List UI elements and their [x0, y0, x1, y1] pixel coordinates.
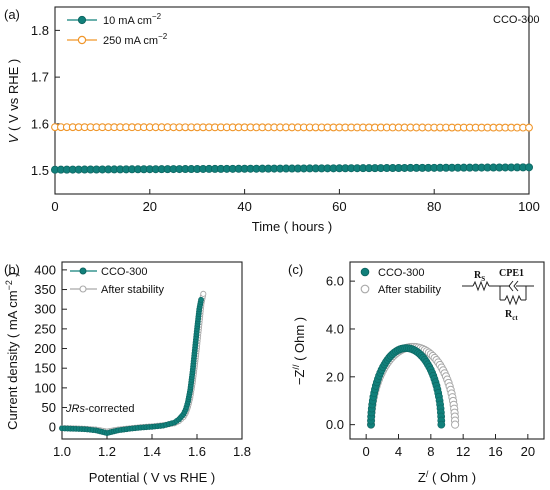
panel-a-xtick-label-4: 80 — [427, 199, 441, 214]
panel-b-xtick-label-0: 1.0 — [53, 444, 71, 459]
panel-b-label: (b) — [4, 262, 20, 277]
panel-a-ytick-label-2: 1.7 — [31, 70, 49, 85]
legend-cco300-marker — [79, 267, 87, 275]
panel-c: (c) 0 4 8 12 16 20 0.0 2.0 4.0 6.0 CCO-300 After … — [288, 261, 545, 485]
rs-label: RS — [474, 270, 485, 283]
panel-c-legend: CCO-300 After stability — [360, 267, 441, 296]
panel-b-ytick-label-7: 350 — [34, 282, 56, 297]
equivalent-circuit — [462, 280, 534, 306]
panel-c-xtick-label-2: 8 — [427, 444, 434, 459]
legend-c-cco300-marker — [360, 267, 370, 277]
panel-c-ytick-label-1: 2.0 — [326, 369, 344, 384]
panel-b-ytick-label-8: 400 — [34, 262, 56, 277]
panel-b-xtick-label-4: 1.8 — [233, 444, 251, 459]
cpe-label: CPE1 — [499, 268, 524, 279]
panel-a-ylabel: V ( V vs RHE ) — [6, 59, 21, 144]
panel-b-ytick-label-2: 100 — [34, 380, 56, 395]
legend-10ma-marker — [77, 15, 87, 25]
panel-a-xtick-label-2: 40 — [237, 199, 251, 214]
rct-resistor — [504, 294, 522, 306]
legend-c-after-marker — [360, 284, 370, 294]
panel-c-series-0-point-59 — [437, 420, 446, 429]
panel-a-xtick-label-0: 0 — [51, 199, 58, 214]
panel-a-ytick-label-3: 1.8 — [31, 23, 49, 38]
panel-b-ytick-label-1: 50 — [42, 400, 56, 415]
panel-c-xlabel: Z/ ( Ohm ) — [418, 469, 476, 485]
panel-b-xtick-label-2: 1.4 — [143, 444, 161, 459]
panel-b-ytick-label-0: 0 — [49, 420, 56, 435]
panel-a-axes: 0 20 40 60 80 100 1.5 1.6 1.7 1.8 — [31, 23, 540, 214]
legend-c-cco300-label: CCO-300 — [378, 267, 424, 279]
panel-c-plot — [366, 342, 460, 429]
panel-c-xtick-label-4: 16 — [488, 444, 502, 459]
panel-b-xlabel: Potential ( V vs RHE ) — [89, 470, 215, 485]
panel-c-ytick-label-0: 0.0 — [326, 417, 344, 432]
panel-b-series-0-point-92 — [198, 296, 204, 303]
panel-a-label: (a) — [4, 7, 20, 22]
panel-a-series-1-point-80 — [525, 123, 533, 132]
panel-c-xtick-label-0: 0 — [363, 444, 370, 459]
legend-after-label: After stability — [101, 284, 164, 296]
cpe-element-left — [508, 280, 514, 292]
rct-label: Rct — [505, 309, 518, 322]
panel-b-series-1-point-95 — [200, 290, 207, 297]
panel-b-plot — [58, 290, 207, 436]
panel-c-frame — [349, 261, 545, 440]
panel-c-xtick-label-5: 20 — [521, 444, 535, 459]
panel-c-axes: 0 4 8 12 16 20 0.0 2.0 4.0 6.0 — [326, 274, 535, 459]
panel-b-ytick-label-3: 150 — [34, 361, 56, 376]
panel-c-xtick-label-3: 12 — [456, 444, 470, 459]
panel-a-ytick-label-1: 1.6 — [31, 116, 49, 131]
panel-a-frame — [54, 6, 530, 195]
legend-c-after-label: After stability — [378, 284, 441, 296]
panel-b-ylabel: Current density ( mA cm−2 ) — [4, 272, 20, 430]
panel-a-annotation: CCO-300 — [493, 14, 539, 26]
panel-c-ytick-label-3: 6.0 — [326, 274, 344, 289]
panel-b-ytick-label-6: 300 — [34, 302, 56, 317]
legend-after-marker — [79, 285, 87, 293]
cpe-element-right — [513, 280, 519, 292]
panel-a-series-0-point-80 — [525, 163, 534, 172]
panel-c-xtick-label-1: 4 — [395, 444, 402, 459]
panel-b-annotation: JRs-corrected — [65, 403, 134, 415]
panel-c-label: (c) — [288, 262, 303, 277]
panel-b: (b) 1.0 1.2 1.4 1.6 1.8 0 50 100 150 200 250 300 350… — [4, 261, 251, 485]
legend-250ma-label: 250 mA cm−2 — [103, 32, 168, 47]
panel-a-ytick-label-0: 1.5 — [31, 163, 49, 178]
panel-a: (a) CCO-300 0 20 40 60 80 100 1.5 1.6 1.7 1.8 10 … — [4, 6, 540, 234]
legend-250ma-marker — [77, 35, 87, 45]
panel-a-legend: 10 mA cm−2 250 mA cm−2 — [67, 12, 168, 47]
panel-b-xtick-label-1: 1.2 — [98, 444, 116, 459]
panel-a-xlabel: Time ( hours ) — [252, 219, 332, 234]
panel-b-ytick-label-4: 200 — [34, 341, 56, 356]
panel-b-xtick-label-3: 1.6 — [188, 444, 206, 459]
panel-b-axes: 1.0 1.2 1.4 1.6 1.8 0 50 100 150 200 250 300 350 400 — [34, 262, 251, 459]
panel-b-ytick-label-5: 250 — [34, 321, 56, 336]
panel-a-xtick-label-1: 20 — [143, 199, 157, 214]
panel-c-ylabel: −Z// ( Ohm ) — [291, 317, 307, 385]
panel-c-series-1-point-61 — [450, 420, 460, 429]
legend-cco300-label: CCO-300 — [101, 266, 147, 278]
panel-c-ytick-label-2: 4.0 — [326, 321, 344, 336]
panel-a-xtick-label-3: 60 — [332, 199, 346, 214]
panel-a-xtick-label-5: 100 — [518, 199, 540, 214]
rs-resistor — [472, 280, 490, 292]
panel-a-plot — [51, 123, 534, 174]
panel-b-legend: CCO-300 After stability — [70, 266, 164, 296]
legend-10ma-label: 10 mA cm−2 — [103, 12, 162, 27]
